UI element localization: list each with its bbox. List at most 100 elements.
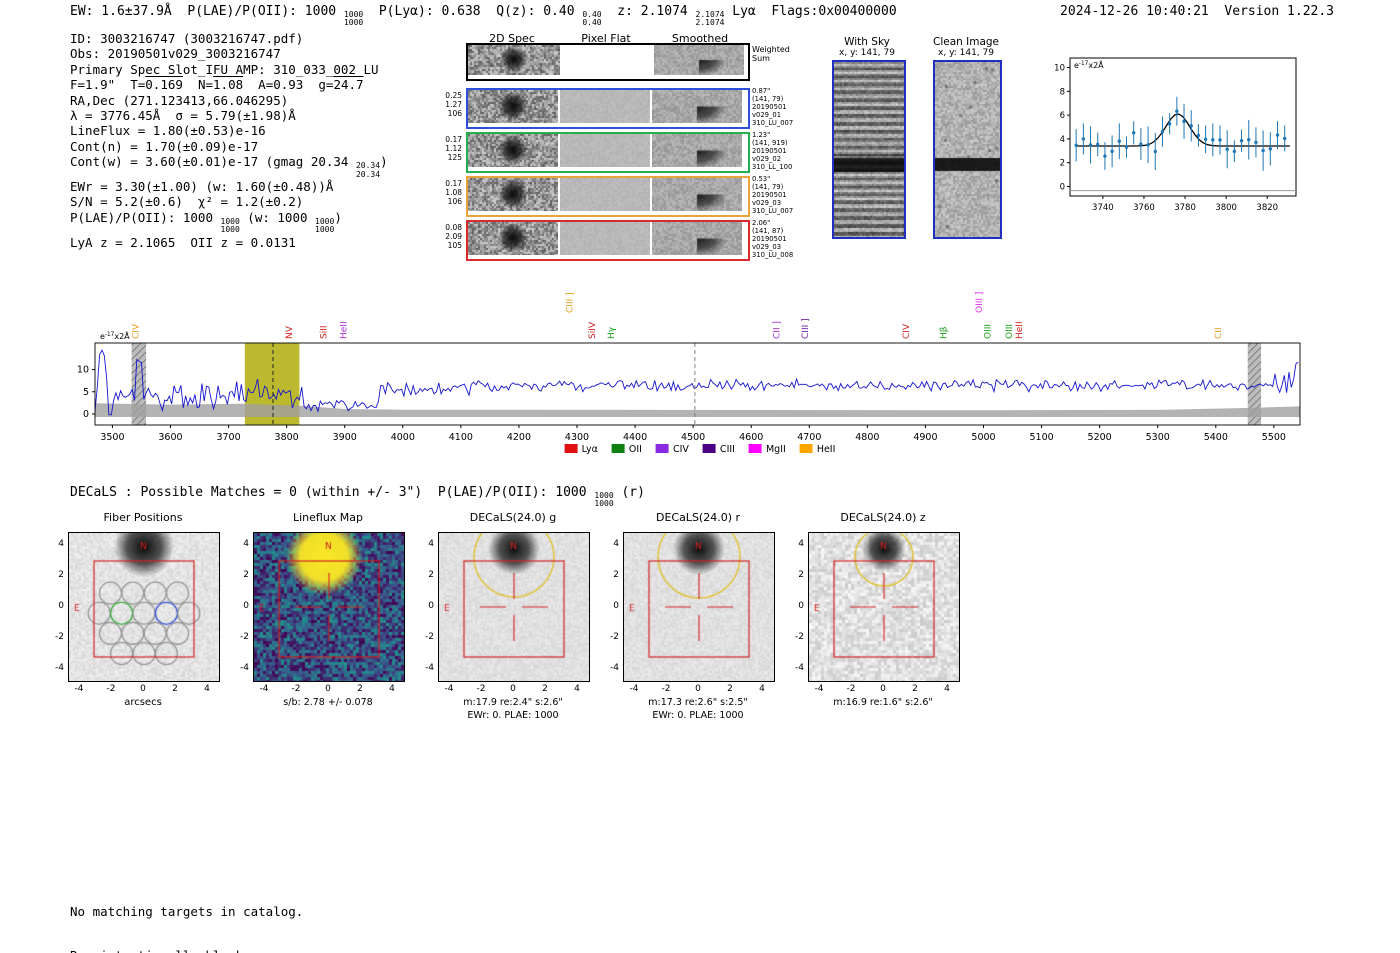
stacked-fraction: 0.40 0.40 bbox=[582, 10, 602, 28]
spectrum-data-point bbox=[1261, 148, 1265, 153]
spectrum-data-point bbox=[1131, 131, 1136, 135]
cutout-ytick: -4 bbox=[55, 663, 64, 673]
spectrum-xtick: 4400 bbox=[623, 432, 647, 443]
cutout-caption: s/b: 2.78 +/- 0.078 bbox=[283, 697, 373, 708]
header-timestamp: 2024-12-26 10:40:21 Version 1.22.3 bbox=[1060, 4, 1334, 19]
spectrum-xtick: 5300 bbox=[1146, 432, 1170, 443]
fiber-row-smooth-image bbox=[652, 222, 742, 255]
cutout-title: Lineflux Map bbox=[292, 511, 364, 524]
spectrum-xtick: 4100 bbox=[449, 432, 473, 443]
cutout-xtick: 4 bbox=[389, 684, 395, 694]
inset-frame bbox=[1069, 57, 1297, 197]
info-line: F=1.9" T=0.169 N=1.08 A=0.93 g=24.7 bbox=[70, 77, 364, 93]
stacked-fraction: 1000 1000 bbox=[220, 216, 240, 235]
legend-swatch bbox=[702, 444, 716, 453]
spectrum-ytick: 5 bbox=[83, 387, 89, 398]
info-line: LineFlux = 1.80(±0.53)e-16 bbox=[70, 123, 266, 139]
spectrum-xtick: 4600 bbox=[739, 432, 763, 443]
emission-line-label: CIII ] bbox=[801, 318, 811, 339]
emission-line-label: CII bbox=[1214, 327, 1224, 339]
fiber-row-smooth-image bbox=[652, 178, 742, 211]
fiber-row-spec-image bbox=[468, 222, 558, 255]
cutout-xtick: -2 bbox=[846, 684, 856, 694]
spectrum-data-point bbox=[1275, 133, 1280, 137]
fiber-row-flat-image bbox=[560, 222, 650, 255]
spectrum-xtick: 4700 bbox=[797, 432, 821, 443]
cutout-xtick: 0 bbox=[880, 684, 886, 694]
cutout-ytick: 2 bbox=[428, 570, 434, 580]
spectrum-data-point bbox=[1160, 129, 1165, 134]
cutout-title: DECaLS(24.0) g bbox=[469, 511, 557, 524]
cutout-xtick: 4 bbox=[944, 684, 950, 694]
legend-swatch bbox=[564, 444, 578, 453]
cutout-xtick: 2 bbox=[172, 684, 178, 694]
inset-ytick: 0 bbox=[1060, 182, 1065, 192]
spectrum-data-point bbox=[1088, 143, 1093, 147]
legend-item: HeII bbox=[799, 444, 835, 455]
fiber-row-weights: 0.17 1.08 106 bbox=[445, 179, 462, 206]
cutout-xtick: -2 bbox=[106, 684, 116, 694]
gaussian-fit-line bbox=[1076, 113, 1290, 147]
legend-swatch bbox=[611, 444, 625, 453]
stacked-fraction: 1000 1000 bbox=[315, 216, 335, 235]
legend-swatch bbox=[799, 444, 813, 453]
inset-xtick: 3820 bbox=[1256, 203, 1278, 213]
cutout-xtick: 0 bbox=[140, 684, 146, 694]
inset-ytick: 2 bbox=[1060, 159, 1065, 169]
error-envelope bbox=[95, 403, 1300, 417]
with-sky-panel bbox=[832, 60, 906, 239]
clean-image-panel bbox=[933, 60, 1002, 239]
emission-line-label: Hγ bbox=[607, 326, 617, 339]
clean-image bbox=[935, 62, 1000, 237]
spectrum-ytick: 10 bbox=[77, 365, 89, 376]
fiber-row-flat-image bbox=[560, 134, 650, 167]
info-line: LyA z = 2.1065 OII z = 0.0131 bbox=[70, 234, 296, 250]
spectrum-data-point bbox=[1103, 154, 1107, 158]
decals-matches-header: DECaLS : Possible Matches = 0 (within +/… bbox=[70, 485, 645, 509]
cutout-image-decals-4 bbox=[808, 532, 960, 682]
spectrum-data-point bbox=[1218, 138, 1222, 142]
cutout-caption: EWr: 0. PLAE: 1000 bbox=[652, 710, 744, 721]
spectrum-xtick: 3700 bbox=[216, 432, 240, 443]
clean-image-title: Clean Image bbox=[932, 36, 1000, 48]
cutout-xtick: 4 bbox=[204, 684, 210, 694]
cutout-xtick: -4 bbox=[444, 684, 454, 694]
with-sky-coords: x, y: 141, 79 bbox=[839, 48, 895, 58]
cutout-xtick: -2 bbox=[661, 684, 671, 694]
legend-item: OII bbox=[611, 444, 642, 455]
spectrum-data-point bbox=[1196, 133, 1201, 138]
cutout-xtick: -4 bbox=[629, 684, 639, 694]
cutout-ytick: 0 bbox=[613, 601, 619, 611]
emission-line-label: HeII bbox=[340, 321, 350, 339]
cutout-ytick: 4 bbox=[243, 539, 249, 549]
emission-line-label: HeII bbox=[1015, 321, 1025, 339]
spectrum-data-point bbox=[1239, 139, 1244, 143]
cutout-title: DECaLS(24.0) r bbox=[655, 511, 741, 524]
spectrum-ytick: 0 bbox=[83, 409, 89, 420]
cutout-caption: m:16.9 re:1.6" s:2.6" bbox=[833, 697, 933, 708]
inset-xtick: 3740 bbox=[1092, 203, 1114, 213]
emission-line-label: CIV bbox=[132, 323, 142, 339]
fiber-row-annotation: 2.06" (141, 87) 20190501 v029_03 310_LU_008 bbox=[752, 219, 794, 259]
emission-line-label: CIV bbox=[902, 323, 912, 339]
cutout-xtick: 4 bbox=[759, 684, 765, 694]
cutout-ytick: -4 bbox=[425, 663, 434, 673]
spectrum-data-point bbox=[1110, 149, 1114, 154]
cutout-ytick: 2 bbox=[243, 570, 249, 580]
cutout-xtick: 0 bbox=[510, 684, 516, 694]
spectrum-data-point bbox=[1203, 137, 1208, 142]
emission-line-label: OIII bbox=[1005, 324, 1015, 339]
spectrum-xtick: 3600 bbox=[158, 432, 182, 443]
fiber-row-annotation: 0.87" (141, 79) 20190501 v029_01 310_LU_007 bbox=[752, 87, 794, 127]
spec2d-col-header-2dspec: 2D Spec bbox=[489, 32, 535, 45]
legend-item: MgII bbox=[748, 444, 786, 455]
report-date: 2024-12-26 10:40:21 bbox=[1060, 4, 1209, 19]
stacked-fraction: 1000 1000 bbox=[594, 491, 614, 509]
spectrum-data-point bbox=[1124, 145, 1129, 149]
footer-line: No matching targets in catalog. bbox=[70, 903, 304, 919]
cutout-xtick: -4 bbox=[814, 684, 824, 694]
spectrum-data-point bbox=[1232, 149, 1237, 154]
spectrum-xtick: 5500 bbox=[1262, 432, 1286, 443]
legend-swatch bbox=[748, 444, 762, 453]
